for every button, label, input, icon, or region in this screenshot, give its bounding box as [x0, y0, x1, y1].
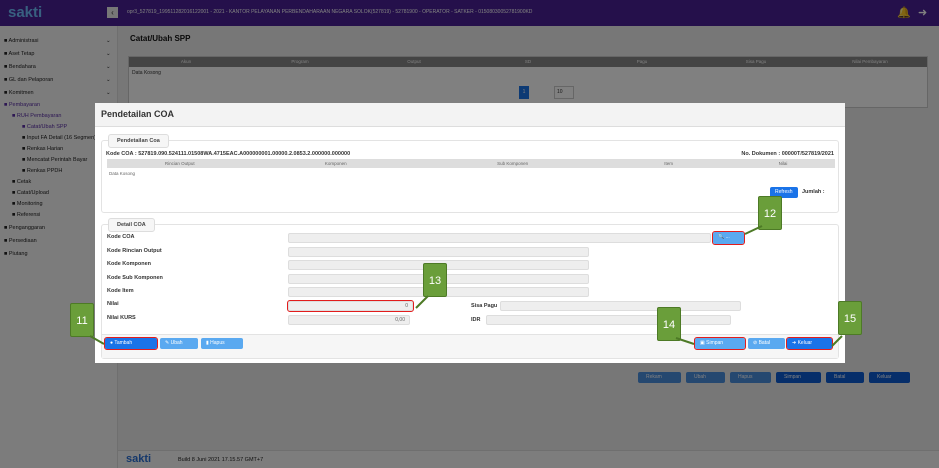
col-nilai: Nilai: [778, 161, 788, 166]
page-title: Catat/Ubah SPP: [130, 34, 191, 43]
nilai-kurs-input[interactable]: 0,00: [288, 315, 410, 325]
top-header: sakti ‹ opr3_527819_199511282016122001 -…: [0, 0, 939, 26]
sidebar-item-persediaan[interactable]: ■ Persediaan: [4, 238, 37, 244]
kode-sub-komponen-label: Kode Sub Komponen: [107, 275, 163, 281]
batal-button[interactable]: ⊘ Batal: [748, 338, 785, 349]
sidebar-item-piutang[interactable]: ■ Piutang: [4, 251, 28, 257]
sidebar-item-renkas-harian[interactable]: ■ Renkas Harian: [22, 146, 64, 152]
simpan-button[interactable]: Simpan: [776, 372, 821, 383]
idr-label: IDR: [471, 317, 481, 323]
no-dokumen-value: 00000T/527819/2021: [781, 151, 834, 157]
pendetailan-coa-section: Pendetailan Coa Kode COA : 527819.090.52…: [101, 134, 839, 213]
modal-header: Pendetailan COA: [95, 103, 845, 127]
col-rincian-output: Rincian Output: [164, 161, 195, 166]
col-sub-komponen: Sub Komponen: [497, 161, 529, 166]
sakti-logo: sakti: [8, 4, 43, 21]
callout-11: 11: [70, 303, 94, 337]
sidebar-item-input-fa[interactable]: ■ Input FA Detail (16 Segmen): [22, 135, 96, 141]
sidebar-toggle-button[interactable]: ‹: [107, 7, 118, 18]
col-sisa-pagu: Sisa Pagu: [745, 59, 767, 64]
hapus-button[interactable]: Hapus: [730, 372, 771, 383]
col-nilai-pembayaran: Nilai Pembayaran: [852, 59, 888, 64]
nilai-label: Nilai: [107, 301, 119, 307]
footer: sakti Build 8 Juni 2021 17.15.57 GMT+7: [118, 450, 939, 468]
kode-item-label: Kode Item: [107, 288, 134, 294]
sidebar-item-monitoring[interactable]: ■ Monitoring: [12, 201, 43, 207]
sidebar-item-gl[interactable]: ■ GL dan Pelaporan ⌄: [4, 77, 111, 83]
col-sd: SD: [524, 59, 532, 64]
kode-komponen-label: Kode Komponen: [107, 261, 151, 267]
nilai-input[interactable]: 0: [287, 300, 414, 312]
kode-coa-value: 527819.090.524111.01508WA.4715EAC.A00000…: [138, 151, 351, 157]
sisa-pagu-input[interactable]: [500, 301, 741, 311]
idr-input[interactable]: [486, 315, 731, 325]
col-item: Item: [664, 161, 673, 166]
tambah-button[interactable]: ● Tambah: [104, 337, 158, 350]
sidebar-item-komitmen[interactable]: ■ Komitmen ⌄: [4, 90, 111, 96]
no-dokumen: No. Dokumen : 00000T/527819/2021: [741, 151, 834, 157]
sidebar-item-bendahara[interactable]: ■ Bendahara ⌄: [4, 64, 111, 70]
sidebar-item-penganggaran[interactable]: ■ Penganggaran: [4, 225, 45, 231]
coa-table-header: Rincian Output Komponen Sub Komponen Ite…: [107, 159, 835, 168]
keluar-button[interactable]: Keluar: [869, 372, 910, 383]
sidebar-item-perintah-bayar[interactable]: ■ Mencatat Perintah Bayar: [22, 157, 88, 163]
col-output: Output: [407, 59, 421, 64]
sidebar-item-catat-ubah-spp[interactable]: ■ Catat/Ubah SPP: [22, 124, 68, 130]
col-program: Program: [291, 59, 309, 64]
page-size-select[interactable]: 10: [554, 86, 574, 99]
pendetailan-coa-modal: Pendetailan COA Pendetailan Coa Kode COA…: [95, 103, 845, 363]
logout-icon[interactable]: ➜: [918, 7, 928, 19]
bell-icon[interactable]: 🔔: [897, 7, 911, 19]
empty-text: Data Kosong: [109, 171, 136, 176]
section-legend: Pendetailan Coa: [108, 134, 169, 148]
build-info: Build 8 Juni 2021 17.15.57 GMT+7: [178, 457, 264, 463]
kode-coa-input[interactable]: [288, 233, 711, 243]
sidebar-item-pembayaran[interactable]: ■ Pembayaran: [4, 102, 41, 108]
sisa-pagu-label: Sisa Pagu: [471, 303, 498, 309]
sidebar-item-ruh-pembayaran[interactable]: ■ RUH Pembayaran: [12, 113, 62, 119]
col-pagu: Pagu: [636, 59, 648, 64]
callout-14: 14: [657, 307, 681, 341]
sidebar-item-cetak[interactable]: ■ Cetak: [12, 179, 32, 185]
callout-13: 13: [423, 263, 447, 297]
ubah-button[interactable]: Ubah: [686, 372, 725, 383]
jumlah-label: Jumlah :: [802, 189, 825, 195]
spp-table: Akun Program Output SD Pagu Sisa Pagu Nilai Pe…: [128, 56, 928, 108]
rekam-button[interactable]: Rekam: [638, 372, 681, 383]
table-header: Akun Program Output SD Pagu Sisa Pagu Nilai Pe…: [129, 57, 927, 67]
simpan-button[interactable]: ▣ Simpan: [694, 337, 746, 350]
refresh-button[interactable]: Refresh: [770, 187, 798, 198]
sidebar-item-administrasi[interactable]: ■ Administrasi ⌄: [4, 38, 111, 44]
kode-coa-label: Kode COA : 527819.090.524111.01508WA.471…: [106, 151, 351, 157]
nilai-kurs-label: Nilai KURS: [107, 315, 136, 321]
empty-text: Data Kosong: [132, 70, 161, 76]
callout-15: 15: [838, 301, 862, 335]
callout-12: 12: [758, 196, 782, 230]
user-info: opr3_527819_199511282016122001 - 2021 - …: [127, 9, 533, 15]
hapus-button[interactable]: ▮ Hapus: [201, 338, 243, 349]
search-coa-button[interactable]: 🔍 ...: [712, 231, 745, 245]
kode-rincian-label: Kode Rincian Output: [107, 248, 162, 254]
sidebar-item-renkas-ppdh[interactable]: ■ Renkas PPDH: [22, 168, 63, 174]
col-komponen: Komponen: [324, 161, 347, 166]
kode-rincian-input[interactable]: [288, 247, 589, 257]
col-akun: Akun: [180, 59, 192, 64]
ubah-button[interactable]: ✎ Ubah: [160, 338, 198, 349]
search-icon: 🔍: [718, 234, 725, 240]
sidebar-item-catat-upload[interactable]: ■ Catat/Upload: [12, 190, 49, 196]
page-1-button[interactable]: 1: [519, 86, 529, 99]
batal-button[interactable]: Batal: [826, 372, 864, 383]
keluar-button[interactable]: ➜ Keluar: [786, 337, 833, 350]
section-legend: Detail COA: [108, 218, 155, 232]
sidebar-item-referensi[interactable]: ■ Referensi: [12, 212, 41, 218]
modal-title: Pendetailan COA: [101, 109, 175, 119]
kode-coa-label: Kode COA: [107, 234, 135, 240]
sidebar-item-aset-tetap[interactable]: ■ Aset Tetap ⌄: [4, 51, 111, 57]
footer-logo: sakti: [126, 453, 152, 465]
